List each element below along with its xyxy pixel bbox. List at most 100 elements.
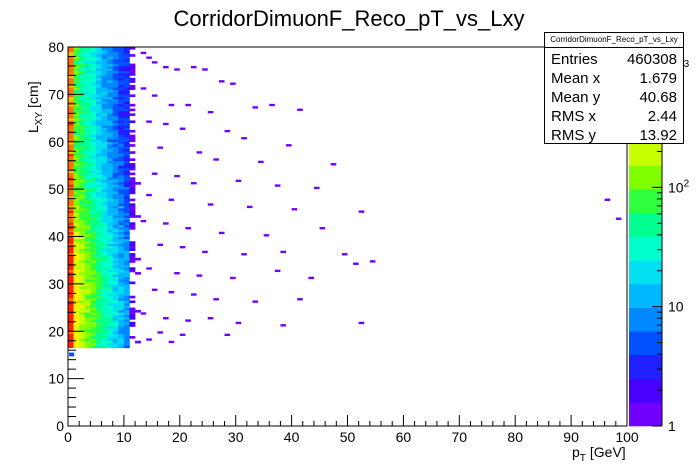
heatmap-cell: [123, 61, 130, 64]
heatmap-cell: [73, 335, 80, 339]
heatmap-cell: [95, 328, 102, 332]
heatmap-cell: [95, 298, 102, 301]
heatmap-cell: [73, 314, 80, 318]
x-tick-label: 0: [64, 429, 72, 445]
x-tick-label: 90: [563, 429, 579, 445]
heatmap-cell: [68, 174, 74, 178]
outlier-cell: [230, 276, 236, 280]
heatmap-cell: [107, 317, 114, 320]
heatmap-cell: [112, 234, 119, 237]
heatmap-cell: [118, 99, 125, 102]
heatmap-cell: [79, 84, 86, 88]
heatmap-cell: [95, 132, 102, 135]
heatmap-cell: [90, 51, 97, 55]
heatmap-cell: [118, 146, 125, 150]
outlier-cell: [168, 340, 175, 344]
palette-segment: [629, 307, 662, 332]
heatmap-cell: [123, 257, 130, 261]
heatmap-cell: [90, 65, 97, 69]
heatmap-cell: [101, 80, 108, 83]
heatmap-cell: [79, 257, 86, 261]
heatmap-cell: [73, 132, 80, 135]
heatmap-cell: [112, 92, 119, 95]
heatmap-cell: [95, 300, 102, 304]
heatmap-cell: [73, 110, 80, 114]
heatmap-cell: [118, 61, 125, 64]
heatmap-cell: [107, 326, 114, 330]
heatmap-cell: [84, 89, 91, 93]
heatmap-cell: [79, 163, 86, 166]
heatmap-cell: [84, 295, 91, 299]
heatmap-cell: [68, 324, 74, 327]
heatmap-cell: [101, 174, 108, 178]
heatmap-cell: [123, 319, 130, 323]
heatmap-cell: [123, 219, 130, 223]
heatmap-cell: [84, 264, 91, 268]
heatmap-cell: [101, 210, 108, 214]
heatmap-cell: [129, 215, 136, 218]
heatmap-cell: [107, 343, 114, 346]
heatmap-cell: [118, 84, 125, 88]
heatmap-cell: [68, 182, 74, 185]
heatmap-cell: [68, 267, 74, 270]
heatmap-cell: [90, 241, 97, 244]
heatmap-cell: [95, 262, 102, 266]
heatmap-cell: [73, 118, 80, 121]
heatmap-cell: [107, 127, 114, 131]
heatmap-cell: [112, 101, 119, 105]
heatmap-cell: [118, 56, 125, 60]
outlier-cell: [190, 65, 197, 69]
heatmap-cell: [112, 134, 119, 138]
heatmap-cell: [73, 122, 80, 126]
heatmap-cell: [118, 234, 125, 237]
heatmap-cell: [107, 250, 114, 254]
heatmap-cell: [107, 238, 114, 242]
heatmap-cell: [118, 317, 125, 320]
outlier-cell: [369, 260, 376, 263]
heatmap-cell: [112, 324, 119, 327]
palette-segment: [629, 331, 662, 356]
heatmap-cell: [68, 179, 74, 183]
heatmap-cell: [90, 189, 97, 192]
heatmap-cell: [79, 208, 86, 211]
heatmap-cell: [129, 120, 136, 124]
heatmap-cell: [101, 82, 108, 86]
heatmap-cell: [107, 101, 114, 105]
heatmap-cell: [68, 236, 74, 240]
heatmap-cell: [90, 338, 97, 342]
stats-label: RMS y: [551, 126, 596, 144]
heatmap-cell: [118, 307, 125, 311]
heatmap-cell: [123, 295, 130, 299]
y-axis-label: LXY[cm]: [25, 81, 45, 133]
heatmap-cell: [95, 186, 102, 190]
heatmap-cell: [107, 309, 114, 313]
heatmap-cell: [112, 174, 119, 178]
heatmap-cell: [123, 236, 130, 240]
heatmap-cell: [107, 137, 114, 140]
heatmap-cell: [73, 165, 80, 169]
heatmap-cell: [73, 70, 80, 74]
heatmap-cell: [107, 205, 114, 209]
heatmap-cell: [84, 84, 91, 88]
heatmap-cell: [90, 331, 97, 334]
heatmap-cell: [68, 300, 74, 304]
heatmap-cell: [90, 61, 97, 64]
heatmap-cell: [123, 125, 130, 128]
heatmap-cell: [79, 298, 86, 301]
heatmap-cell: [118, 54, 125, 57]
heatmap-cell: [73, 328, 80, 332]
heatmap-cell: [68, 255, 74, 259]
heatmap-cell: [68, 317, 74, 320]
heatmap-cell: [84, 267, 91, 270]
heatmap-cell: [118, 65, 125, 69]
heatmap-cell: [107, 165, 114, 169]
heatmap-cell: [84, 80, 91, 83]
heatmap-cell: [68, 286, 74, 289]
heatmap-cell: [73, 115, 80, 119]
heatmap-cell: [118, 267, 125, 270]
outlier-cell: [358, 321, 365, 325]
heatmap-cell: [90, 231, 97, 235]
heatmap-cell: [107, 70, 114, 74]
heatmap-cell: [118, 82, 125, 86]
heatmap-cell: [112, 49, 119, 53]
